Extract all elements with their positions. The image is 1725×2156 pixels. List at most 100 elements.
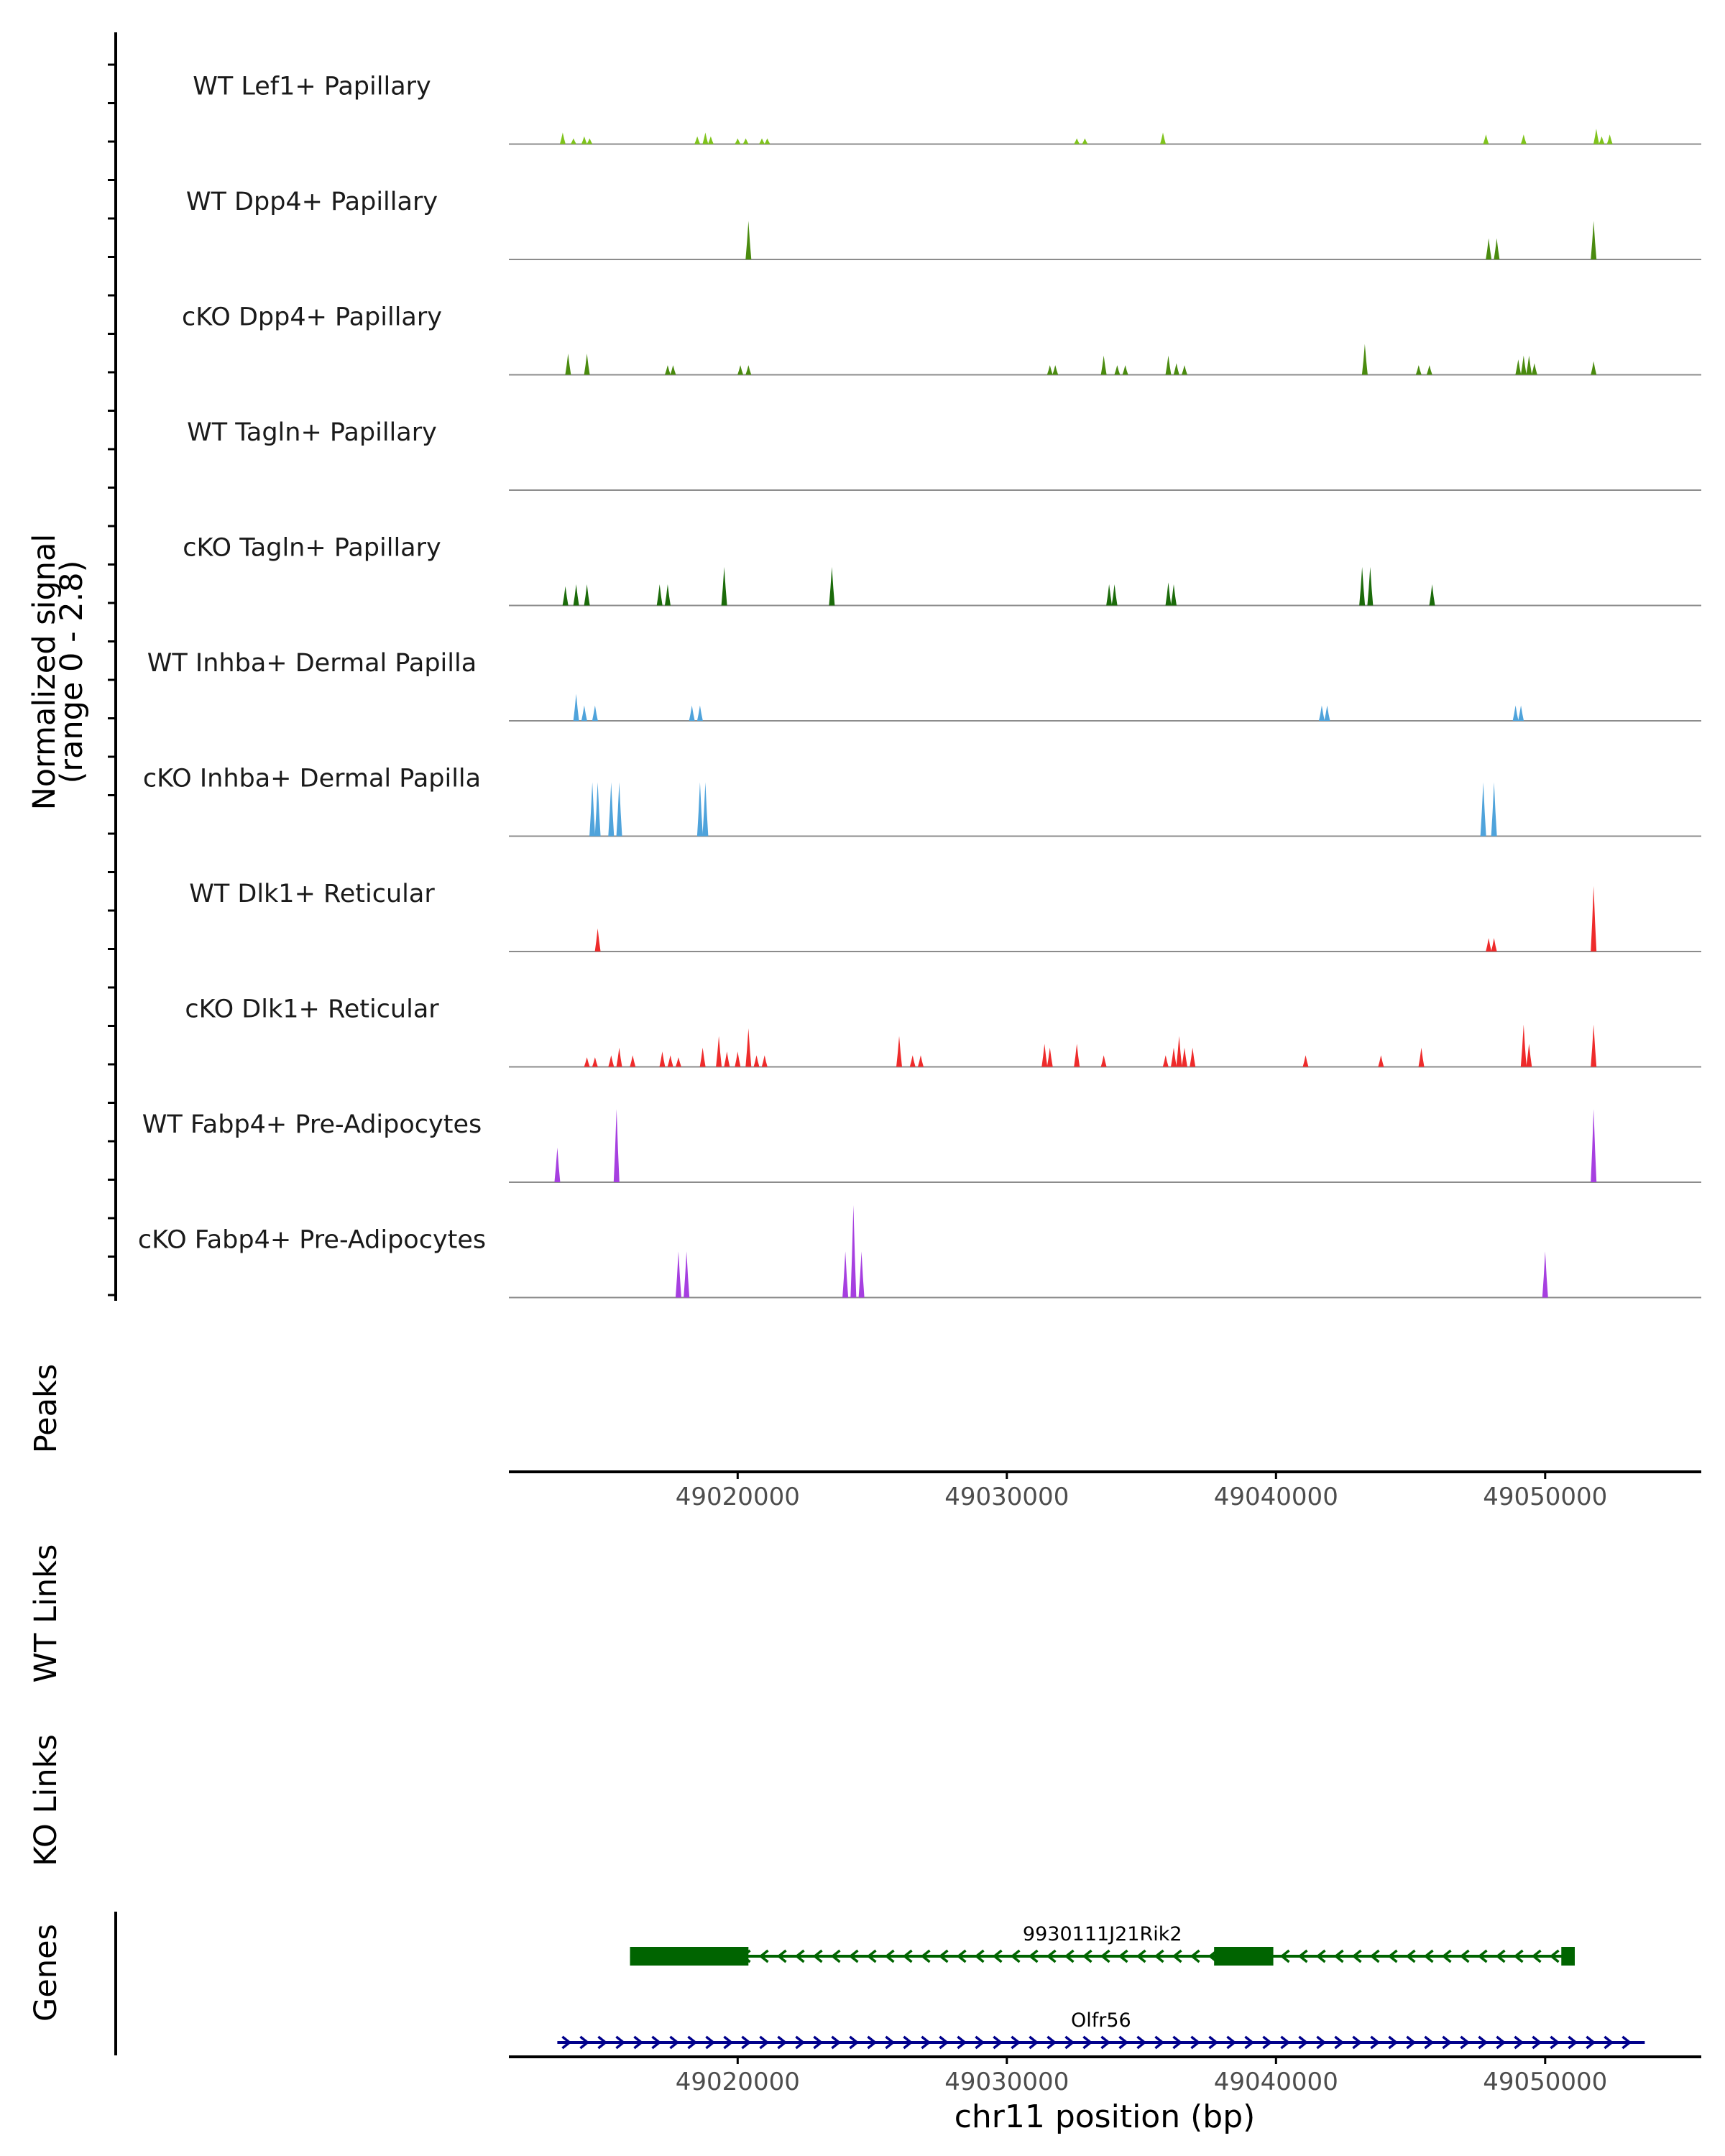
signal-peak [1181, 365, 1187, 375]
signal-peak [694, 136, 701, 144]
signal-peak [659, 1051, 666, 1067]
strand-arrow [1154, 1949, 1164, 1963]
strand-arrow [597, 2035, 608, 2050]
strand-arrow [1495, 1949, 1506, 1963]
strand-arrow [1586, 2035, 1596, 2050]
y-axis-title: Normalized signal [27, 534, 63, 811]
signal-peak [1074, 138, 1080, 144]
strand-arrow [579, 2035, 590, 2050]
signal-peak [1165, 355, 1172, 375]
strand-arrow [1010, 1949, 1021, 1963]
strand-arrow [1441, 1949, 1452, 1963]
track-label: cKO Inhba+ Dermal Papilla [143, 765, 481, 793]
signal-peak [1162, 1055, 1169, 1067]
strand-arrow [848, 1949, 859, 1963]
signal-peak [581, 705, 587, 721]
signal-peak [1520, 1024, 1527, 1067]
signal-peak [592, 705, 598, 721]
strand-arrow [903, 2035, 914, 2050]
signal-peak [724, 1051, 730, 1067]
strand-arrow [1226, 2035, 1237, 2050]
signal-peak [1324, 705, 1330, 721]
track: cKO Tagln+ Papillary [183, 534, 1701, 607]
signal-peak [1480, 782, 1486, 837]
signal-peak [1046, 365, 1053, 375]
signal-peak [1426, 365, 1432, 375]
x-tick-label: 49040000 [1214, 1483, 1338, 1511]
track-label: cKO Fabp4+ Pre-Adipocytes [138, 1226, 486, 1255]
signal-peak [1531, 363, 1537, 375]
strand-arrow [1280, 2035, 1291, 2050]
peaks-x-axis: 49020000 49030000 49040000 49050000 [676, 1472, 1607, 1511]
strand-arrow [1154, 2035, 1165, 2050]
strand-arrow [1298, 2035, 1309, 2050]
signal-peak [1160, 132, 1167, 144]
track: cKO Inhba+ Dermal Papilla [143, 765, 1701, 837]
signal-peak [589, 782, 596, 837]
signal-peak [1170, 584, 1177, 606]
signal-peak [753, 1055, 760, 1067]
strand-arrow [1100, 2035, 1111, 2050]
signal-peak [613, 1109, 620, 1182]
signal-peak [745, 1028, 752, 1067]
peaks-panel-label: Peaks [28, 1364, 64, 1454]
signal-peak [1486, 938, 1492, 952]
signal-peak [716, 1036, 722, 1067]
strand-arrow [759, 2035, 770, 2050]
strand-arrow [1028, 1949, 1039, 1963]
signal-peak [562, 586, 569, 606]
strand-arrow [849, 2035, 860, 2050]
strand-arrow [1172, 1949, 1182, 1963]
strand-arrow [938, 1949, 949, 1963]
x-tick-label: 49020000 [676, 2068, 800, 2096]
strand-arrow [1477, 1949, 1488, 1963]
strand-arrow [1532, 2035, 1542, 2050]
signal-peak [1111, 584, 1118, 606]
signal-peak [1170, 1047, 1177, 1067]
strand-arrow [1424, 2035, 1435, 2050]
signal-peak [1361, 344, 1368, 375]
signal-peak [696, 782, 703, 837]
strand-arrow [939, 2035, 949, 2050]
signal-peak [675, 1057, 681, 1067]
y-axis-range: (range 0 - 2.8) [54, 561, 90, 784]
signal-peak [1491, 782, 1497, 837]
strand-arrow [1082, 1949, 1092, 1963]
strand-arrow [1279, 1949, 1290, 1963]
signal-peak [1591, 885, 1597, 952]
track-label: WT Dpp4+ Papillary [186, 188, 438, 216]
signal-peak [584, 1057, 590, 1067]
signal-peak [842, 1251, 849, 1298]
signal-peak [630, 1055, 636, 1067]
track: WT Fabp4+ Pre-Adipocytes [142, 1109, 1701, 1183]
signal-peak [573, 694, 579, 721]
strand-arrow [794, 1949, 805, 1963]
gene: 9930111J21Rik2 [630, 1923, 1575, 1966]
signal-peak [608, 1055, 615, 1067]
signal-peak [702, 132, 709, 144]
strand-arrow [1064, 2035, 1075, 2050]
signal-peak [737, 365, 744, 375]
strand-arrow [1459, 1949, 1470, 1963]
signal-peak [1520, 134, 1527, 144]
track: cKO Dlk1+ Reticular [185, 995, 1701, 1068]
x-axis-title: chr11 position (bp) [954, 2099, 1256, 2135]
signal-peak [581, 136, 587, 144]
signal-peak [1593, 129, 1599, 144]
track: cKO Fabp4+ Pre-Adipocytes [138, 1204, 1701, 1299]
strand-arrow [1316, 2035, 1327, 2050]
x-tick-label: 49020000 [676, 1483, 800, 1511]
signal-peak [1418, 1047, 1425, 1067]
signal-peak [1302, 1055, 1309, 1067]
strand-arrow [1244, 2035, 1255, 2050]
strand-arrow [1046, 1949, 1057, 1963]
signal-peak [1367, 566, 1374, 606]
signal-peak [675, 1251, 681, 1298]
strand-arrow [741, 2035, 752, 2050]
gene-exon [630, 1947, 749, 1966]
strand-arrow [1406, 2035, 1417, 2050]
strand-arrow [1334, 2035, 1345, 2050]
signal-peak [1526, 1044, 1532, 1067]
strand-arrow [1351, 1949, 1362, 1963]
